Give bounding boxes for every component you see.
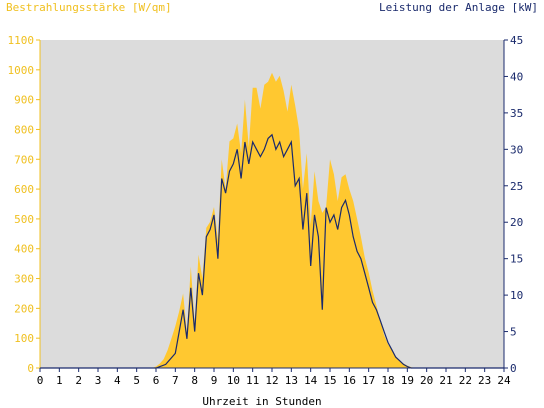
right-tick-label: 5 <box>510 326 517 339</box>
x-tick-label: 15 <box>323 374 336 387</box>
left-tick-label: 700 <box>14 153 34 166</box>
x-tick-label: 7 <box>172 374 179 387</box>
left-tick-label: 900 <box>14 94 34 107</box>
x-tick-label: 22 <box>459 374 472 387</box>
x-tick-label: 23 <box>478 374 491 387</box>
x-axis-title: Uhrzeit in Stunden <box>202 395 321 408</box>
x-tick-label: 19 <box>401 374 414 387</box>
x-tick-label: 4 <box>114 374 121 387</box>
right-tick-label: 30 <box>510 143 523 156</box>
x-tick-label: 9 <box>211 374 218 387</box>
x-tick-label: 3 <box>95 374 102 387</box>
power-line <box>40 133 504 369</box>
left-axis-title: Bestrahlungsstärke [W/qm] <box>6 1 172 14</box>
left-tick-label: 300 <box>14 273 34 286</box>
x-tick-label: 1 <box>56 374 63 387</box>
x-tick-label: 5 <box>133 374 140 387</box>
left-tick-label: 200 <box>14 302 34 315</box>
x-tick-label: 16 <box>343 374 356 387</box>
left-tick-label: 800 <box>14 123 34 136</box>
x-tick-label: 11 <box>246 374 259 387</box>
x-tick-label: 24 <box>497 374 511 387</box>
series-layer <box>40 72 504 369</box>
right-tick-label: 20 <box>510 216 523 229</box>
x-tick-label: 13 <box>285 374 298 387</box>
right-tick-label: 25 <box>510 180 523 193</box>
x-tick-label: 0 <box>37 374 44 387</box>
left-tick-label: 400 <box>14 243 34 256</box>
tick-labels: 0100200300400500600700800900100011000510… <box>8 34 524 387</box>
right-tick-label: 40 <box>510 70 523 83</box>
x-tick-label: 8 <box>191 374 198 387</box>
left-tick-label: 1100 <box>8 34 35 47</box>
right-tick-label: 10 <box>510 289 523 302</box>
x-tick-label: 10 <box>227 374 240 387</box>
x-tick-label: 21 <box>439 374 452 387</box>
irradiance-area <box>40 72 504 369</box>
right-tick-label: 0 <box>510 362 517 375</box>
x-tick-label: 18 <box>381 374 394 387</box>
right-tick-label: 35 <box>510 107 523 120</box>
x-tick-label: 2 <box>75 374 82 387</box>
left-tick-label: 0 <box>27 362 34 375</box>
left-tick-label: 100 <box>14 332 34 345</box>
x-tick-label: 20 <box>420 374 433 387</box>
right-tick-label: 45 <box>510 34 523 47</box>
left-tick-label: 1000 <box>8 64 35 77</box>
x-tick-label: 14 <box>304 374 318 387</box>
x-tick-label: 6 <box>153 374 160 387</box>
x-tick-label: 12 <box>265 374 278 387</box>
left-tick-label: 600 <box>14 183 34 196</box>
left-tick-label: 500 <box>14 213 34 226</box>
x-tick-label: 17 <box>362 374 375 387</box>
right-tick-label: 15 <box>510 253 523 266</box>
right-axis-title: Leistung der Anlage [kW] <box>379 1 538 14</box>
